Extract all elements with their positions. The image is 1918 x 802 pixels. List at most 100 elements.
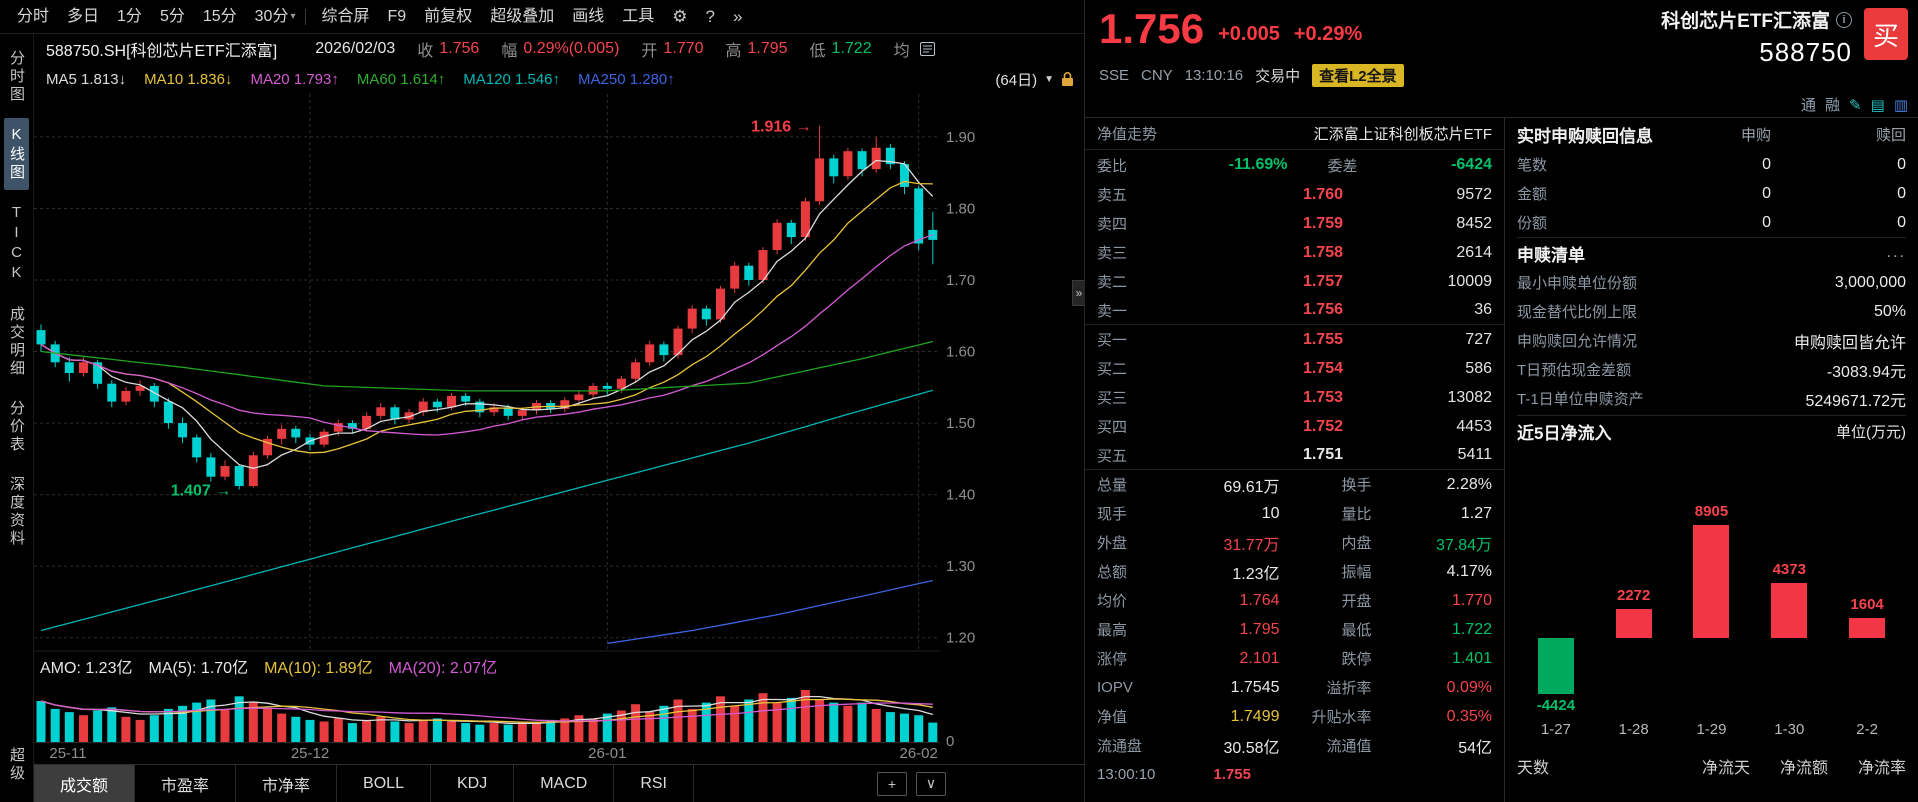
svg-text:0: 0 bbox=[946, 733, 954, 750]
date-label: 2026/02/03 bbox=[315, 40, 396, 57]
svg-text:26-01: 26-01 bbox=[588, 745, 626, 762]
bid-row-5[interactable]: 买五 1.751 5411 bbox=[1085, 441, 1504, 470]
quote-time: 13:10:16 bbox=[1184, 67, 1244, 84]
exchange-label: SSE bbox=[1099, 67, 1130, 84]
last-price: 1.756 bbox=[1099, 5, 1205, 52]
toolbar-item-forward-adjust[interactable]: 前复权 bbox=[424, 7, 473, 25]
order-imbalance-row: 委比 -11.69% 委差 -6424 bbox=[1097, 156, 1492, 175]
toolbar-item-super-overlay[interactable]: 超级叠加 bbox=[490, 7, 555, 25]
mini-chart-icon-2[interactable]: ▥ bbox=[1893, 96, 1908, 114]
sub-redeem-list-header: 申赎清单 ... bbox=[1517, 237, 1906, 268]
kline-candlestick-svg[interactable]: 1.90 1.80 1.70 1.60 1.50 1.40 1.30 1.20 1.916 → 1… bbox=[34, 94, 1084, 762]
more-ellipsis[interactable]: ... bbox=[1886, 244, 1906, 261]
more-chevrons-icon[interactable]: » bbox=[732, 6, 743, 26]
change-value: 0.29%(0.005) bbox=[523, 40, 620, 57]
sidebar-item-fenshitu[interactable]: 分时图 bbox=[8, 50, 25, 104]
sidebar-item-depth-info[interactable]: 深度资料 bbox=[8, 476, 25, 548]
currency-label: CNY bbox=[1141, 67, 1173, 84]
toolbar-item-5min[interactable]: 5分 bbox=[159, 7, 185, 25]
flow-value-label: 4373 bbox=[1772, 561, 1806, 578]
sidebar-item-super[interactable]: 超级 bbox=[8, 747, 25, 783]
flow-bar bbox=[1537, 638, 1574, 694]
toolbar-item-tools[interactable]: 工具 bbox=[622, 7, 655, 25]
help-icon[interactable]: ? bbox=[705, 6, 715, 26]
bid-row-4[interactable]: 买四 1.752 4453 bbox=[1097, 417, 1492, 437]
instrument-name-block: 科创芯片ETF汇添富 i 588750 bbox=[1661, 6, 1852, 68]
sidebar-item-kline[interactable]: K线图 bbox=[4, 118, 29, 190]
toolbar-item-fenshi[interactable]: 分时 bbox=[17, 7, 50, 25]
toolbar-item-duori[interactable]: 多日 bbox=[67, 7, 100, 25]
ma250-readout: MA250 1.280↑ bbox=[578, 70, 675, 88]
indicator-tabs: 成交额 市盈率 市净率 BOLL KDJ MACD RSI + ∨ bbox=[34, 764, 1084, 802]
kline-chart[interactable]: 1.90 1.80 1.70 1.60 1.50 1.40 1.30 1.20 1.916 → 1… bbox=[34, 94, 1084, 764]
bid-row-2[interactable]: 买二 1.754 586 bbox=[1097, 359, 1492, 379]
gear-icon[interactable]: ⚙ bbox=[672, 6, 688, 26]
chevron-down-icon[interactable]: ▾ bbox=[290, 11, 296, 22]
tab-boll[interactable]: BOLL bbox=[337, 765, 431, 802]
stat-row-iopv: IOPV 1.7545 溢折率 0.09% bbox=[1097, 678, 1492, 698]
tab-macd[interactable]: MACD bbox=[514, 765, 615, 802]
collapse-panel-arrow[interactable]: » bbox=[1072, 280, 1085, 306]
tick-row-partial: 13:00:10 1.755 bbox=[1085, 762, 1504, 786]
toolbar-item-f9[interactable]: F9 bbox=[387, 7, 407, 25]
weibi-value: -11.69% bbox=[1228, 156, 1288, 173]
sidebar-item-price-table[interactable]: 分价表 bbox=[8, 400, 25, 454]
info-icon[interactable]: i bbox=[1836, 11, 1852, 28]
tab-pb[interactable]: 市净率 bbox=[236, 765, 338, 802]
tab-rsi[interactable]: RSI bbox=[614, 765, 694, 802]
svg-text:1.916 →: 1.916 → bbox=[751, 119, 811, 136]
stat-row-volume: 总量 69.61万 换手 2.28% bbox=[1097, 475, 1492, 496]
sidebar-item-tick[interactable]: TICK bbox=[8, 204, 25, 284]
rt-row-shares: 份额 0 0 bbox=[1517, 213, 1906, 233]
svg-text:1.40: 1.40 bbox=[946, 487, 975, 504]
flow-bar-group: 4373 1-30 bbox=[1750, 447, 1828, 747]
period-count-dropdown[interactable]: (64日) bbox=[995, 71, 1038, 89]
detail-cash-ratio: 现金替代比例上限 50% bbox=[1517, 302, 1906, 322]
instrument-name: 科创芯片ETF汇添富 bbox=[1661, 11, 1830, 32]
toolbar-item-15min[interactable]: 15分 bbox=[202, 7, 237, 25]
l2-panorama-link[interactable]: 查看L2全景 bbox=[1312, 64, 1404, 87]
mini-chart-icon[interactable]: ▤ bbox=[1870, 96, 1885, 114]
bid-row-3[interactable]: 买三 1.753 13082 bbox=[1097, 388, 1492, 408]
detail-min-unit: 最小申赎单位份额 3,000,000 bbox=[1517, 273, 1906, 293]
buy-button[interactable]: 买 bbox=[1864, 8, 1908, 60]
realtime-sub-redeem-header: 实时申购赎回信息 申购 赎回 bbox=[1517, 126, 1906, 146]
flow-date-label: 1-30 bbox=[1774, 721, 1805, 738]
pencil-icon[interactable]: ✎ bbox=[1849, 96, 1862, 114]
tab-turnover[interactable]: 成交额 bbox=[34, 765, 136, 802]
ask-row-3[interactable]: 卖三 1.758 2614 bbox=[1097, 243, 1492, 263]
trading-status: 交易中 bbox=[1255, 68, 1301, 85]
ask-row-4[interactable]: 卖四 1.759 8452 bbox=[1097, 214, 1492, 234]
chevron-down-icon[interactable]: ▼ bbox=[1044, 73, 1054, 85]
amo-ma5: MA(5): 1.70亿 bbox=[148, 660, 249, 677]
tab-pe[interactable]: 市盈率 bbox=[135, 765, 237, 802]
news-icon[interactable] bbox=[919, 42, 935, 56]
net-inflow-header: 近5日净流入 单位(万元) bbox=[1517, 415, 1906, 447]
amo-ma20: MA(20): 2.07亿 bbox=[388, 660, 498, 677]
ask-row-5[interactable]: 卖五 1.760 9572 bbox=[1097, 185, 1492, 205]
volume-ma-readout: AMO: 1.23亿 MA(5): 1.70亿 MA(10): 1.89亿 MA… bbox=[40, 654, 497, 678]
sidebar-item-deal-detail[interactable]: 成交明细 bbox=[8, 306, 25, 378]
eligibility-flags: 通 融 ✎ ▤ ▥ bbox=[1801, 94, 1908, 115]
flow-table-header: 天数 净流天 净流额 净流率 bbox=[1517, 760, 1906, 777]
toolbar-item-30min[interactable]: 30分 bbox=[254, 7, 289, 25]
lock-icon[interactable] bbox=[1061, 71, 1074, 87]
collapse-pane-button[interactable]: ∨ bbox=[916, 771, 946, 796]
toolbar-item-draw-line[interactable]: 画线 bbox=[572, 7, 605, 25]
net-inflow-bar-chart: -4424 1-27 2272 1-28 8905 1-29 4373 1-30 1604 2-2 bbox=[1517, 447, 1906, 747]
open-label: 开 bbox=[641, 43, 658, 60]
tab-kdj[interactable]: KDJ bbox=[431, 765, 515, 802]
change-label: 幅 bbox=[501, 43, 518, 60]
ask-row-1[interactable]: 卖一 1.756 36 bbox=[1085, 296, 1504, 325]
ask-row-2[interactable]: 卖二 1.757 10009 bbox=[1097, 272, 1492, 292]
svg-text:1.60: 1.60 bbox=[946, 344, 975, 361]
svg-text:1.90: 1.90 bbox=[946, 129, 975, 146]
svg-text:1.30: 1.30 bbox=[946, 558, 975, 575]
nav-trend-tab[interactable]: 净值走势 bbox=[1097, 126, 1158, 143]
toolbar-item-1min[interactable]: 1分 bbox=[117, 7, 142, 25]
ma60-readout: MA60 1.614↑ bbox=[356, 70, 446, 88]
bid-row-1[interactable]: 买一 1.755 727 bbox=[1097, 330, 1492, 350]
add-indicator-button[interactable]: + bbox=[877, 771, 907, 796]
toolbar-item-composite[interactable]: 综合屏 bbox=[321, 7, 370, 25]
